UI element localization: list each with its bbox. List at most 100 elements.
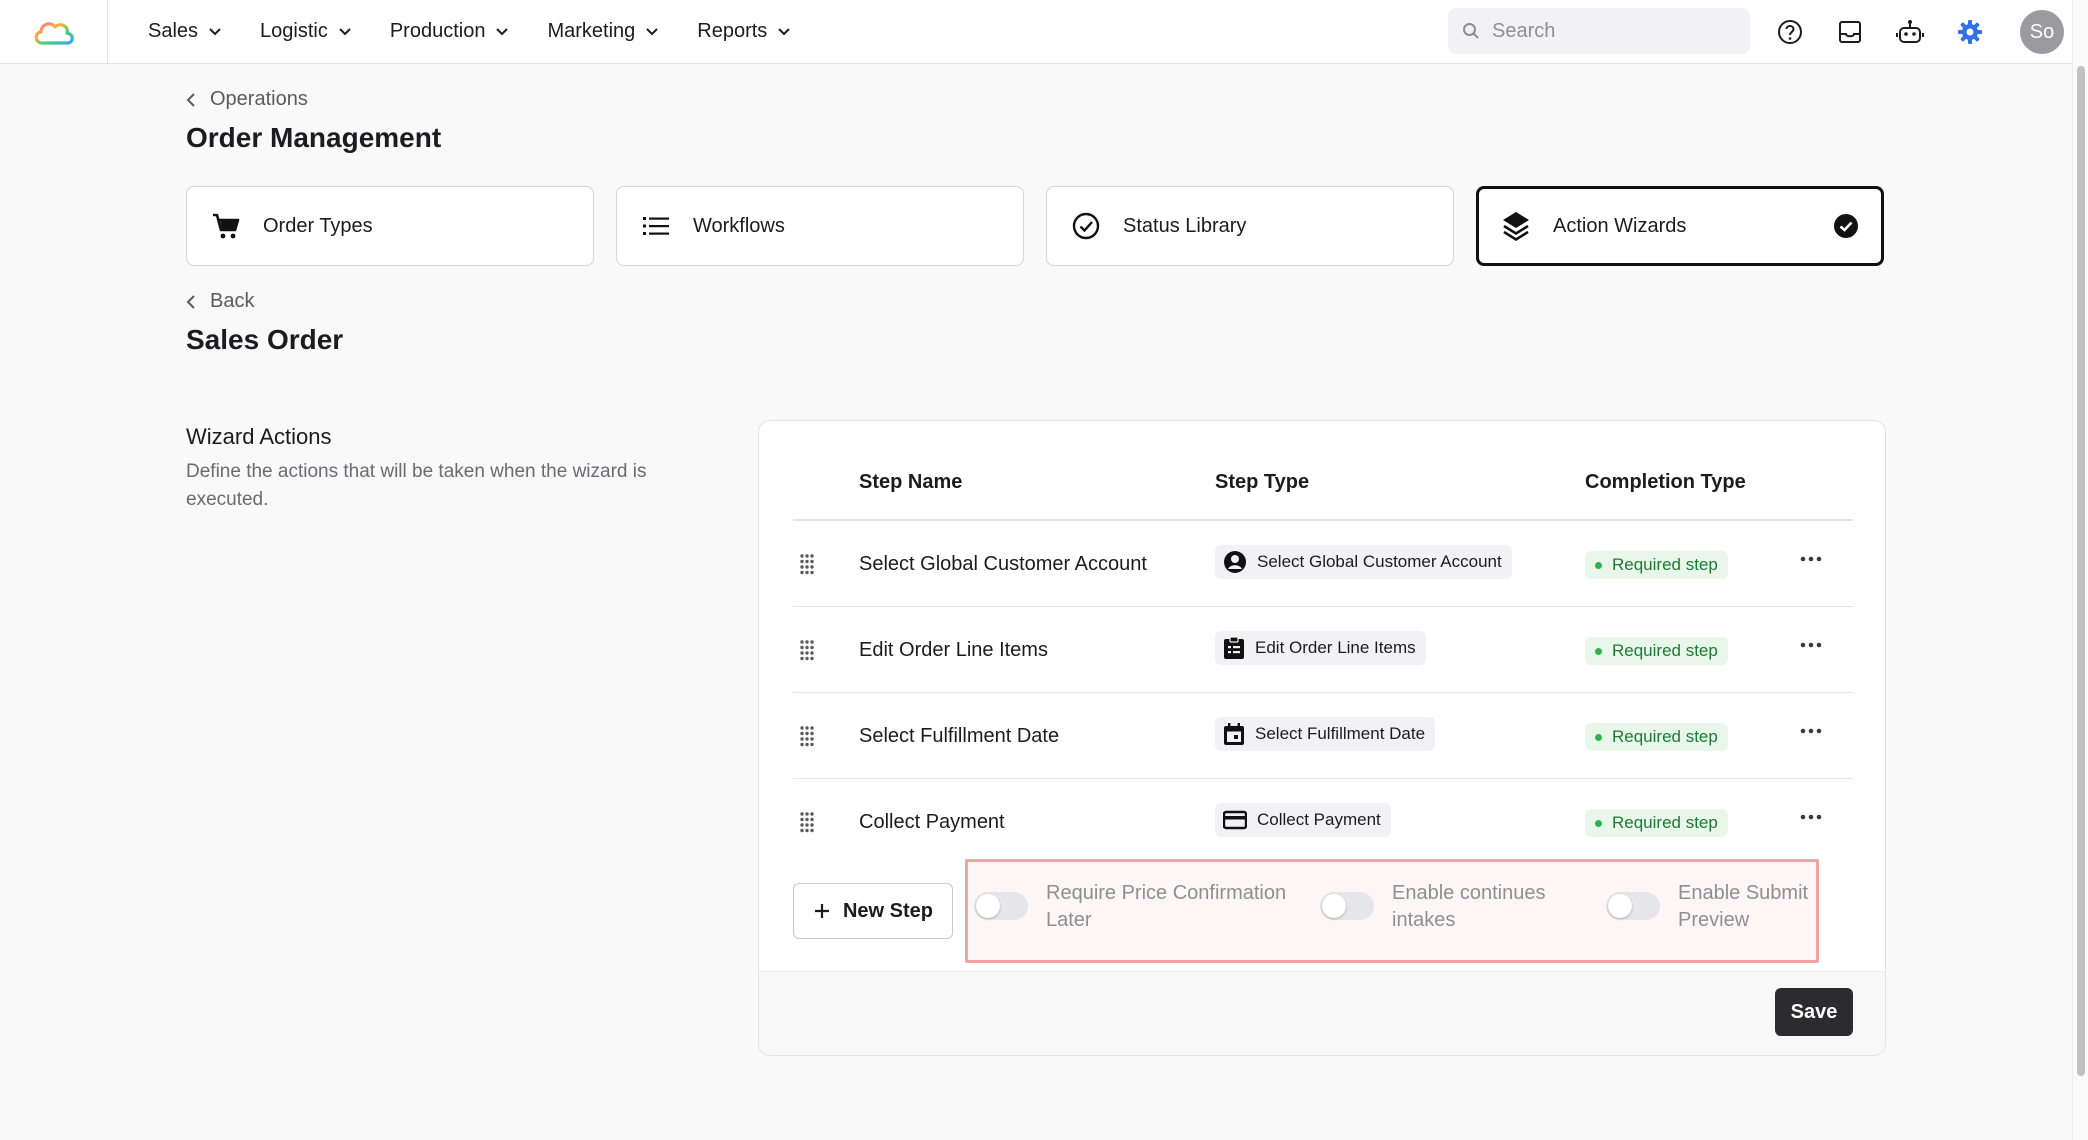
card-footer: Save: [759, 971, 1885, 1055]
step-name: Edit Order Line Items: [859, 639, 1048, 661]
header-step-type: Step Type: [1215, 471, 1310, 493]
nav-label: Logistic: [260, 20, 328, 42]
back-link[interactable]: Back: [186, 290, 254, 313]
more-options-button[interactable]: [1793, 631, 1829, 659]
step-type-chip: Select Global Customer Account: [1215, 545, 1512, 579]
tab-label: Order Types: [263, 214, 373, 237]
tab-action-wizards[interactable]: Action Wizards: [1476, 186, 1884, 266]
search-icon: [1463, 23, 1479, 39]
drag-handle-icon[interactable]: [799, 639, 815, 661]
app-logo[interactable]: [0, 0, 108, 64]
tab-workflows[interactable]: Workflows: [616, 186, 1024, 266]
option-label-line: Preview: [1678, 909, 1750, 931]
more-horizontal-icon: [1800, 556, 1822, 562]
selected-check-icon: [1834, 214, 1858, 238]
toggle-switch[interactable]: [1606, 892, 1660, 920]
scrollbar[interactable]: [2072, 0, 2088, 1140]
nav-reports[interactable]: Reports: [697, 20, 791, 43]
new-step-label: New Step: [842, 899, 934, 922]
nav-label: Production: [389, 20, 486, 42]
assistant-button[interactable]: [1890, 12, 1930, 52]
option-label-line: Enable continues: [1392, 882, 1546, 904]
option-label-line: Require Price Confirmation: [1046, 882, 1287, 904]
cart-icon: [213, 213, 240, 239]
nav-logistic[interactable]: Logistic: [260, 20, 352, 43]
toggle-switch[interactable]: [974, 892, 1028, 920]
step-type-chip: Select Fulfillment Date: [1215, 717, 1436, 751]
option-label-line: intakes: [1392, 909, 1456, 931]
plus-icon: [814, 904, 829, 918]
drag-handle-icon[interactable]: [799, 811, 815, 833]
more-options-button[interactable]: [1793, 803, 1829, 831]
wizard-options-group: Require Price Confirmation Later Enable …: [965, 859, 1819, 963]
table-row[interactable]: Select Global Customer Account Select Gl…: [793, 521, 1853, 607]
chevron-down-icon: [778, 27, 791, 35]
header-step-name: Step Name: [859, 471, 963, 493]
check-circle-icon: [1072, 212, 1100, 240]
badge-label: Required step: [1612, 813, 1718, 832]
step-type-label: Collect Payment: [1257, 810, 1381, 829]
wizard-actions-title: Wizard Actions: [186, 424, 332, 449]
gear-icon: [1958, 20, 1982, 44]
more-options-button[interactable]: [1793, 545, 1829, 573]
robot-icon: [1896, 20, 1924, 43]
nav-sales[interactable]: Sales: [148, 20, 222, 43]
inbox-button[interactable]: [1830, 12, 1870, 52]
option-label: Enable continues intakes: [1392, 880, 1545, 934]
calendar-icon: [1224, 723, 1244, 745]
option-label: Enable Submit Preview: [1678, 880, 1808, 934]
table-row[interactable]: Select Fulfillment Date Select Fulfillme…: [793, 693, 1853, 779]
account-circle-icon: [1224, 551, 1246, 573]
tab-status-library[interactable]: Status Library: [1046, 186, 1454, 266]
badge-label: Required step: [1612, 555, 1718, 574]
table-row[interactable]: Edit Order Line Items Edit Order Line It…: [793, 607, 1853, 693]
nav-production[interactable]: Production: [390, 20, 510, 43]
status-badge: Required step: [1585, 809, 1728, 837]
option-label: Require Price Confirmation Later: [1046, 880, 1286, 934]
section-title: Sales Order: [186, 324, 344, 355]
tab-label: Status Library: [1123, 214, 1247, 237]
scrollbar-thumb[interactable]: [2077, 66, 2085, 1076]
page-title: Order Management: [186, 122, 442, 153]
nav-label: Reports: [697, 20, 768, 42]
step-type-chip: Edit Order Line Items: [1215, 631, 1426, 665]
chevron-down-icon: [646, 27, 658, 35]
table-header: Step Name Step Type Completion Type: [793, 461, 1853, 521]
nav-marketing[interactable]: Marketing: [547, 20, 659, 43]
main-nav: Sales Logistic Production Marketing Repo…: [148, 20, 829, 43]
breadcrumb[interactable]: Operations: [186, 88, 308, 111]
help-icon: [1778, 20, 1802, 44]
back-label: Back: [210, 290, 255, 312]
tab-order-types[interactable]: Order Types: [186, 186, 594, 266]
tab-bar: Order Types Workflows Status Library Act…: [186, 186, 1906, 266]
cloud-logo-icon: [34, 21, 74, 45]
more-horizontal-icon: [1800, 728, 1822, 734]
drag-handle-icon[interactable]: [799, 725, 815, 747]
avatar[interactable]: So: [2020, 10, 2064, 54]
more-options-button[interactable]: [1793, 717, 1829, 745]
avatar-initials: So: [2029, 20, 2055, 43]
settings-button[interactable]: [1950, 12, 1990, 52]
save-button[interactable]: Save: [1775, 988, 1853, 1036]
layers-icon: [1503, 212, 1529, 242]
wizard-steps-card: Step Name Step Type Completion Type Sele…: [758, 420, 1886, 1056]
chevron-left-icon: [186, 92, 195, 107]
new-step-button[interactable]: New Step: [793, 883, 953, 939]
chevron-down-icon: [496, 27, 509, 35]
help-button[interactable]: [1770, 12, 1810, 52]
search-input[interactable]: [1492, 19, 1732, 43]
chevron-left-icon: [186, 294, 195, 309]
step-name: Select Fulfillment Date: [859, 725, 1060, 747]
drag-handle-icon[interactable]: [799, 553, 815, 575]
inbox-icon: [1839, 21, 1861, 43]
top-navigation-bar: Sales Logistic Production Marketing Repo…: [0, 0, 2072, 64]
table-row[interactable]: Collect Payment Collect Payment Required…: [793, 779, 1853, 865]
toggle-switch[interactable]: [1320, 892, 1374, 920]
status-badge: Required step: [1585, 637, 1728, 665]
step-type-label: Select Fulfillment Date: [1255, 724, 1426, 743]
step-name: Collect Payment: [859, 811, 1005, 833]
step-type-label: Edit Order Line Items: [1255, 638, 1416, 657]
credit-card-icon: [1223, 810, 1247, 830]
breadcrumb-label: Operations: [210, 88, 308, 110]
wizard-actions-description: Define the actions that will be taken wh…: [186, 461, 647, 510]
